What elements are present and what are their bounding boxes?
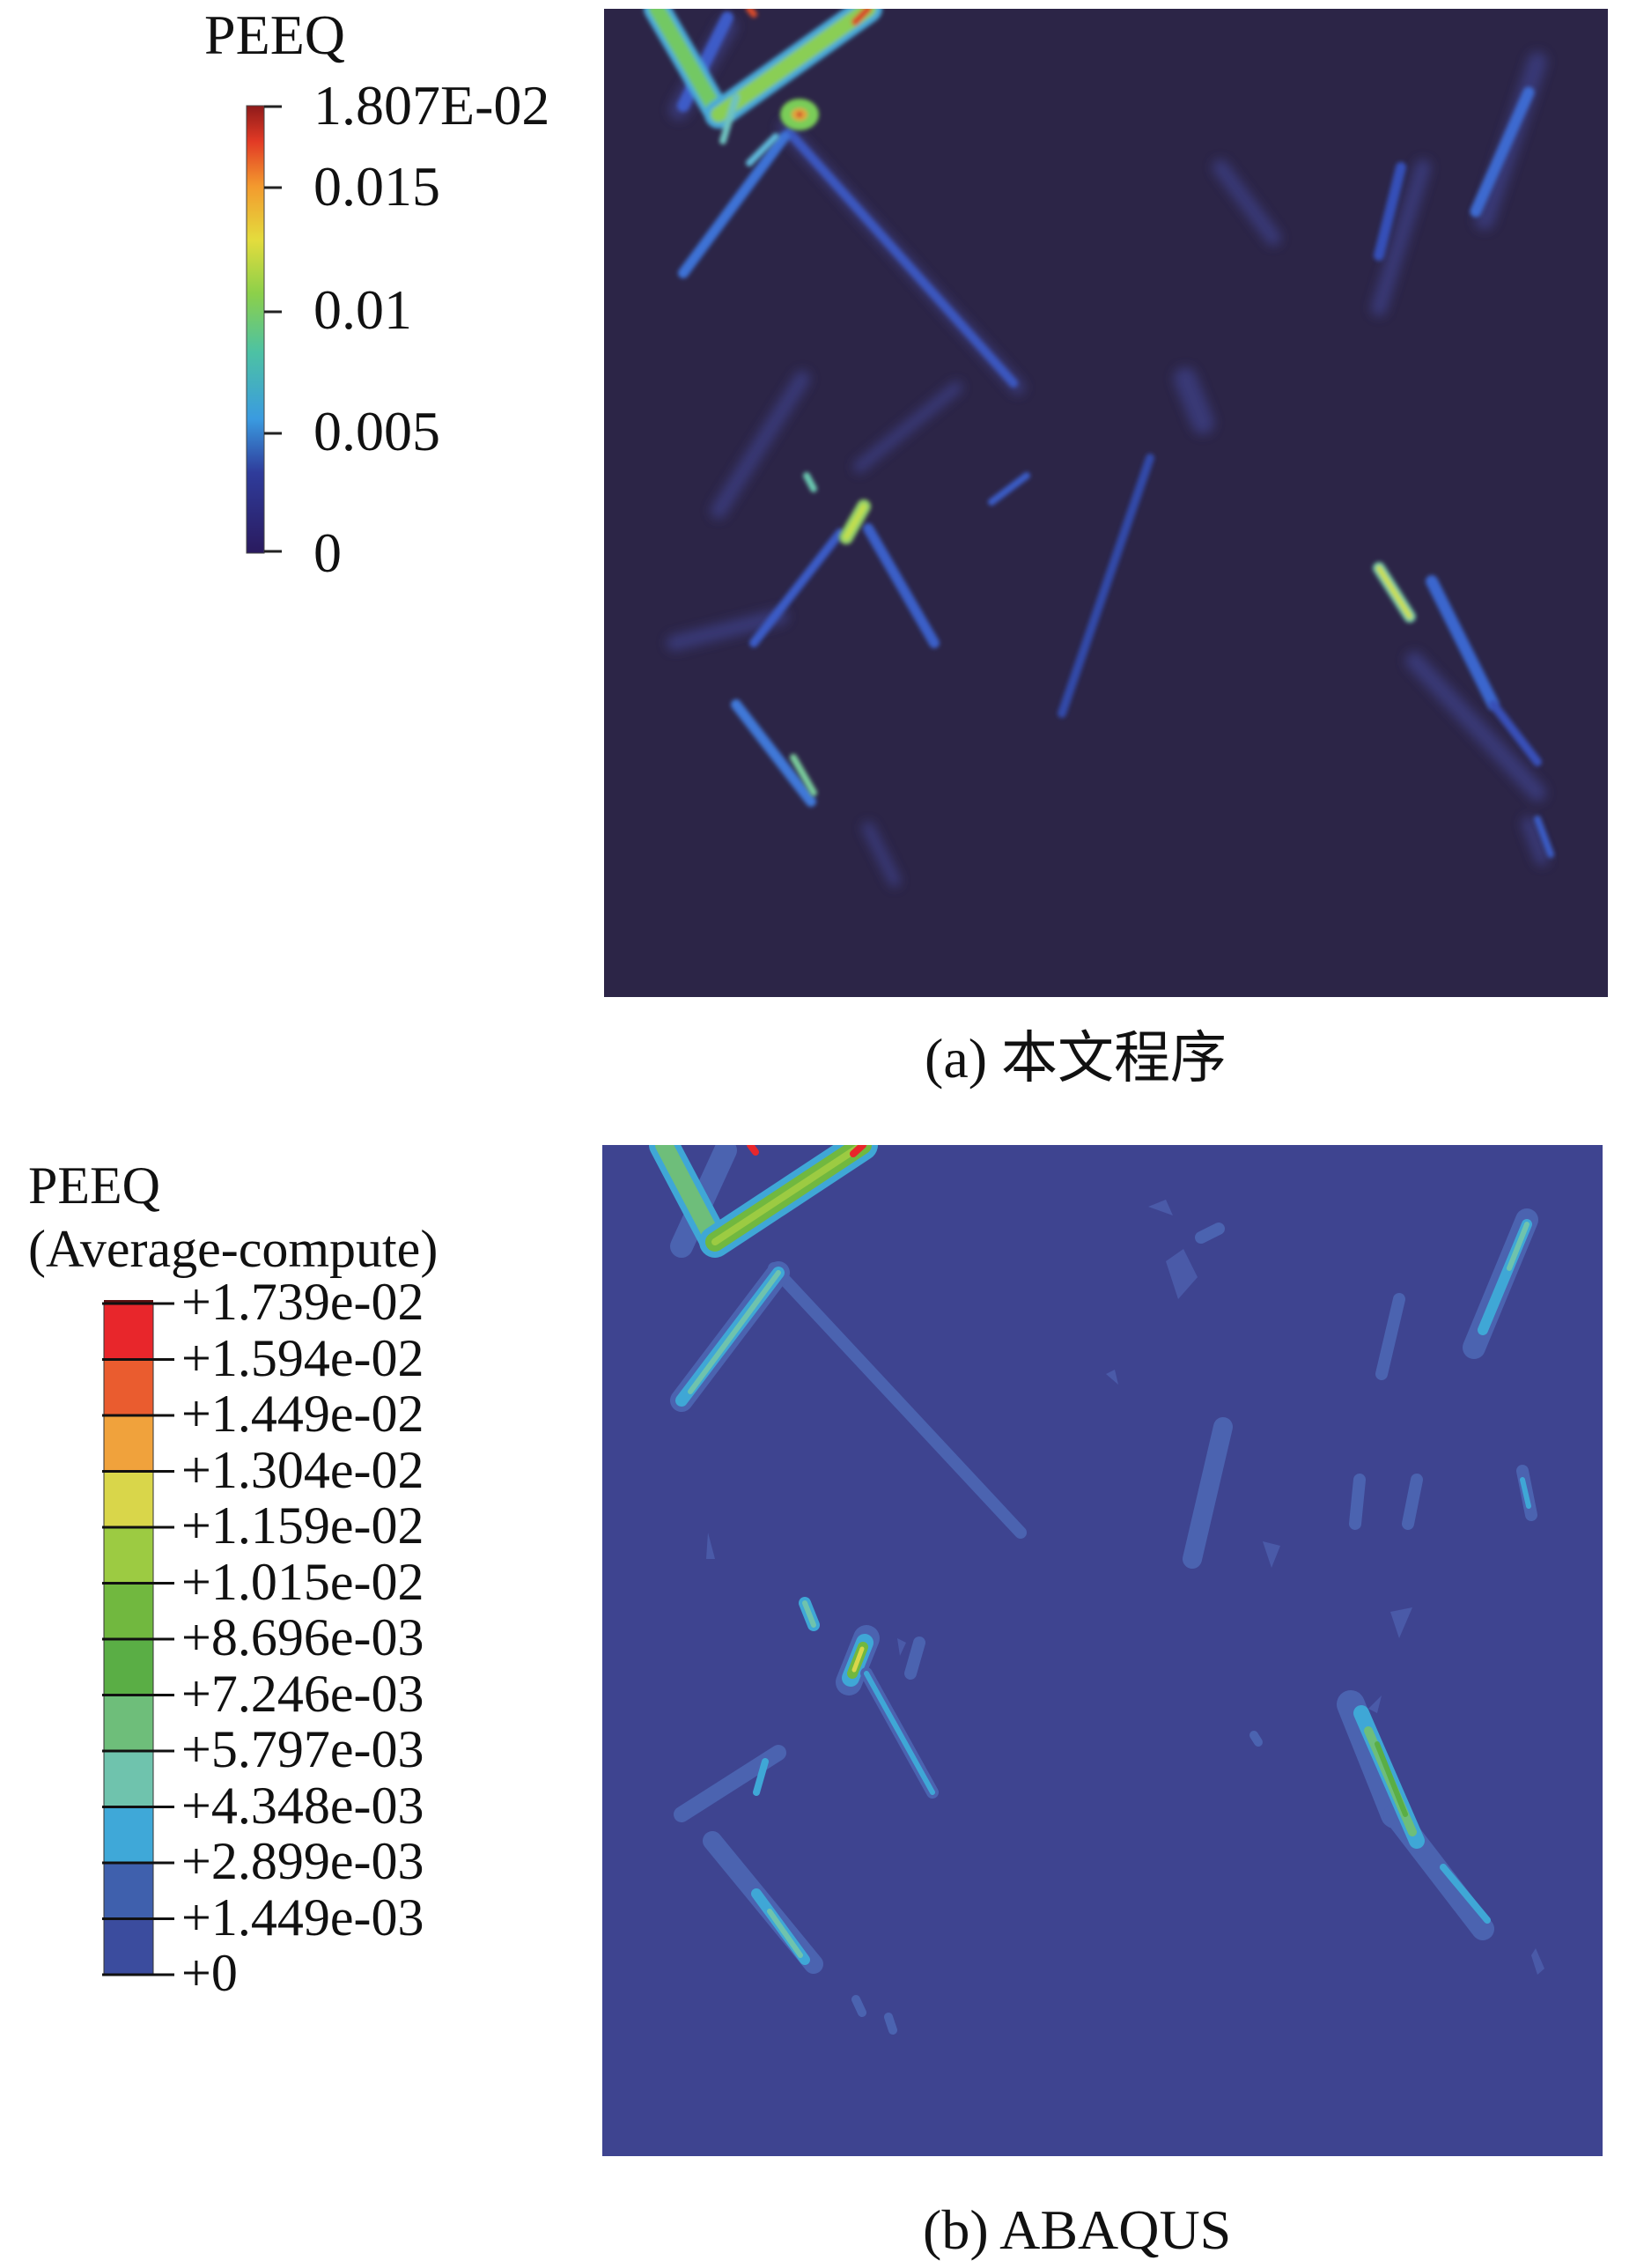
contour-plot-a xyxy=(604,9,1608,997)
colorbar-a-label-min: 0 xyxy=(313,521,342,584)
legend-b-title-line2: (Average-compute) xyxy=(28,1220,439,1278)
colorbar-b-label: +1.015e-02 xyxy=(181,1552,424,1611)
legend-a-title: PEEQ xyxy=(204,4,345,66)
colorbar-b xyxy=(102,1300,174,1976)
caption-b: (b) ABAQUS xyxy=(923,2198,1232,2261)
colorbar-b-band xyxy=(104,1863,153,1919)
colorbar-a-label-max: 1.807E-02 xyxy=(313,74,550,137)
colorbar-b-label: +1.304e-02 xyxy=(181,1440,424,1499)
plot-b-background xyxy=(602,1145,1603,2156)
legend-b-title-line1: PEEQ xyxy=(28,1156,160,1215)
colorbar-b-label: +1.594e-02 xyxy=(181,1328,424,1387)
colorbar-b-label: +1.449e-02 xyxy=(181,1385,424,1443)
colorbar-b-label: +1.159e-02 xyxy=(181,1496,424,1555)
colorbar-b-band xyxy=(104,1751,153,1807)
colorbar-b-label: +4.348e-03 xyxy=(181,1776,424,1835)
caption-a: (a) 本文程序 xyxy=(925,1027,1227,1090)
plot-b-regions xyxy=(649,1145,1538,2035)
colorbar-b-band xyxy=(104,1806,153,1863)
colorbar-a-gradient xyxy=(246,105,265,554)
colorbar-b-band xyxy=(104,1304,153,1360)
colorbar-b-band xyxy=(104,1415,153,1472)
colorbar-b-band xyxy=(104,1583,153,1639)
colorbar-b-band xyxy=(104,1359,153,1415)
colorbar-b-label: +1.449e-03 xyxy=(181,1888,424,1947)
contour-plot-b xyxy=(602,1145,1603,2156)
colorbar-b-band xyxy=(104,1918,153,1975)
plot-a-hotspots xyxy=(644,9,1416,796)
colorbar-a-label: 0.005 xyxy=(313,400,440,462)
legend-b-title: PEEQ (Average-compute) xyxy=(28,1154,438,1281)
colorbar-b-label: +1.739e-02 xyxy=(181,1273,424,1331)
colorbar-b-band xyxy=(104,1639,153,1695)
plot-a-bands xyxy=(677,11,1554,858)
plot-a-background xyxy=(604,9,1608,997)
colorbar-b-label: +8.696e-03 xyxy=(181,1608,424,1666)
colorbar-b-band xyxy=(104,1527,153,1584)
colorbar-b-band xyxy=(104,1695,153,1751)
colorbar-b-ticks xyxy=(102,1302,174,1976)
colorbar-b-label: +7.246e-03 xyxy=(181,1664,424,1723)
plot-b-faint-regions xyxy=(706,1200,1544,1975)
colorbar-a-label: 0.015 xyxy=(313,155,440,218)
colorbar-b-label: +0 xyxy=(181,1944,238,2002)
colorbar-b-bands xyxy=(103,1300,154,1976)
colorbar-b-label: +2.899e-03 xyxy=(181,1832,424,1890)
colorbar-a xyxy=(246,105,282,554)
colorbar-b-band xyxy=(104,1471,153,1527)
colorbar-b-label: +5.797e-03 xyxy=(181,1720,424,1778)
colorbar-a-label: 0.01 xyxy=(313,278,412,341)
